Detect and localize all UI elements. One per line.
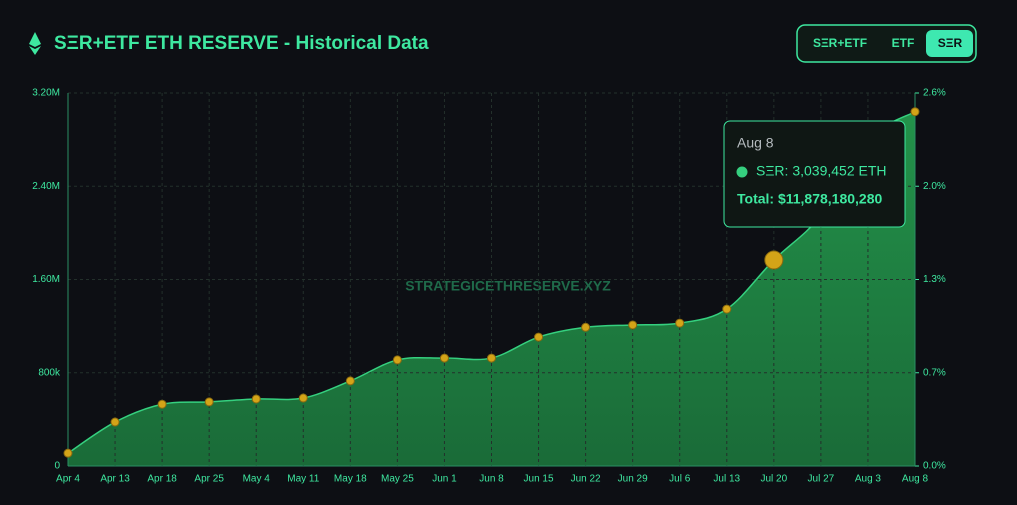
- watermark: STRATEGICETHRESERVE.XYZ: [405, 278, 611, 294]
- x-tick-label: Apr 25: [194, 474, 224, 485]
- x-tick-label: Apr 13: [100, 474, 130, 485]
- title: SΞR+ETF ETH RESERVE - Historical Data: [54, 33, 429, 54]
- point: [439, 353, 449, 363]
- x-tick-label: May 4: [243, 474, 271, 485]
- area: [68, 111, 915, 467]
- x-tick-label: May 11: [287, 474, 319, 485]
- y-tick-label: 3.20M: [32, 88, 60, 99]
- tooltip-value: SΞR: 3,039,452 ETH: [756, 163, 887, 179]
- toggle-active[interactable]: [926, 30, 973, 57]
- x-tick-label: Aug 8: [902, 474, 929, 485]
- y2-tick-label: 2.6%: [923, 88, 946, 99]
- tooltip-total: Total: $11,878,180,280: [737, 191, 882, 207]
- x-tick-label: Aug 3: [855, 474, 882, 485]
- point: [764, 250, 784, 270]
- tooltip: [723, 120, 906, 228]
- tooltip-swatch: [736, 166, 748, 178]
- y2-tick-label: 0.0%: [923, 461, 946, 472]
- x-tick-label: Jun 29: [618, 474, 648, 485]
- y2-tick-label: 1.3%: [923, 274, 946, 285]
- point: [110, 417, 120, 427]
- x-tick-label: Jun 22: [571, 474, 601, 485]
- point: [487, 353, 496, 363]
- x-tick-label: Jun 15: [524, 474, 554, 485]
- x-tick-label: May 25: [381, 474, 414, 485]
- point: [534, 332, 544, 342]
- point: [628, 320, 638, 330]
- y-tick-label: 800k: [38, 367, 61, 378]
- point: [251, 394, 261, 404]
- y2-tick-label: 0.7%: [923, 367, 946, 378]
- point: [345, 376, 355, 386]
- x-tick-label: Jul 20: [760, 474, 787, 485]
- point: [63, 448, 73, 458]
- point: [581, 322, 591, 332]
- tooltip-date: Aug 8: [737, 135, 774, 151]
- x-tick-label: Apr 4: [56, 474, 80, 485]
- x-tick-label: Jul 27: [808, 474, 835, 485]
- point: [157, 399, 167, 409]
- y-tick-label: 0: [54, 461, 60, 472]
- y2-tick-label: 2.0%: [923, 181, 946, 192]
- point: [675, 318, 685, 328]
- toggle-button[interactable]: ETF: [892, 36, 915, 50]
- x-tick-label: May 18: [334, 474, 367, 485]
- point: [722, 304, 732, 314]
- x-tick-label: Jun 8: [479, 474, 504, 485]
- point: [298, 393, 308, 403]
- point: [204, 397, 214, 407]
- toggle-button[interactable]: SΞR+ETF: [813, 36, 867, 50]
- y-tick-label: 2.40M: [32, 181, 60, 192]
- toggle-button[interactable]: SΞR: [938, 36, 963, 50]
- x-tick-label: Jul 6: [669, 474, 691, 485]
- plot: 0 800k 1.60M 2.40M 3.20M 0.0% 0.7% 1.3% 2.0% 2.6%…: [32, 88, 946, 485]
- point: [910, 107, 920, 117]
- x-tick-label: Jul 13: [713, 474, 740, 485]
- x-tick-label: Jun 1: [432, 474, 457, 485]
- eth-icon: [29, 32, 41, 55]
- x-tick-label: Apr 18: [147, 474, 177, 485]
- point: [392, 355, 402, 365]
- y-tick-label: 1.60M: [32, 274, 60, 285]
